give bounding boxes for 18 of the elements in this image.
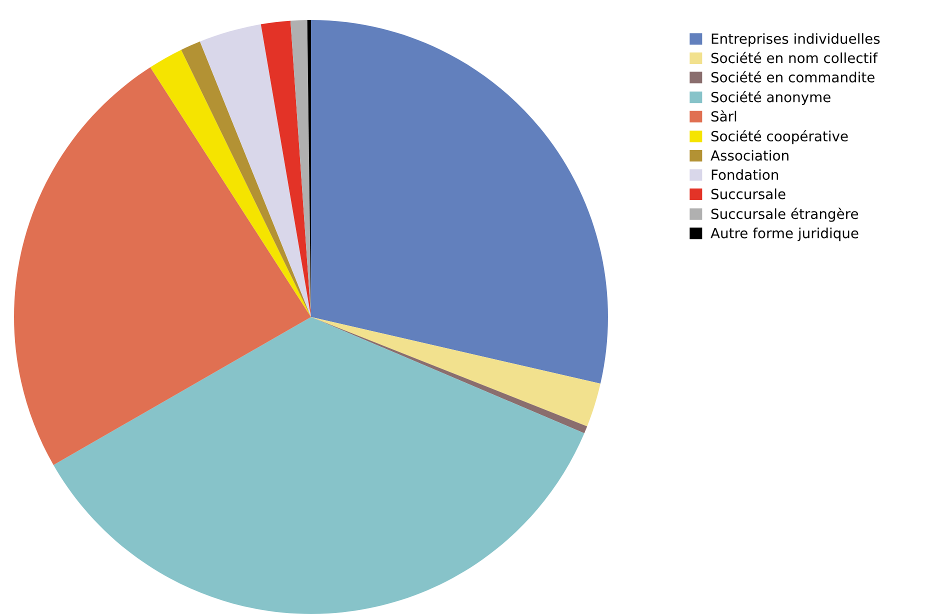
pie-slice: [150, 50, 311, 317]
pie-slice: [14, 67, 311, 465]
legend-label: Fondation: [712, 169, 778, 180]
pie-slice: [53, 317, 584, 614]
legend-label: Succursale étrangère: [711, 208, 858, 222]
pie-slice: [311, 20, 608, 384]
legend-label: Société anonyme: [711, 91, 830, 106]
legend-label: Autre forme juridique: [710, 228, 858, 242]
legend-label: Succursale: [711, 188, 786, 200]
legend-label: Association: [710, 150, 788, 161]
pie-slice: [200, 24, 311, 317]
legend-label: Société coopérative: [711, 130, 848, 144]
pie-slice: [181, 42, 311, 317]
legend-label: Sàrl: [711, 110, 736, 122]
legend-label: Entreprises individuelles: [712, 33, 880, 47]
legend-label: Société en nom collectif: [711, 52, 878, 64]
legend-label: Société en commandite: [711, 71, 874, 82]
pie-slice: [260, 20, 311, 317]
